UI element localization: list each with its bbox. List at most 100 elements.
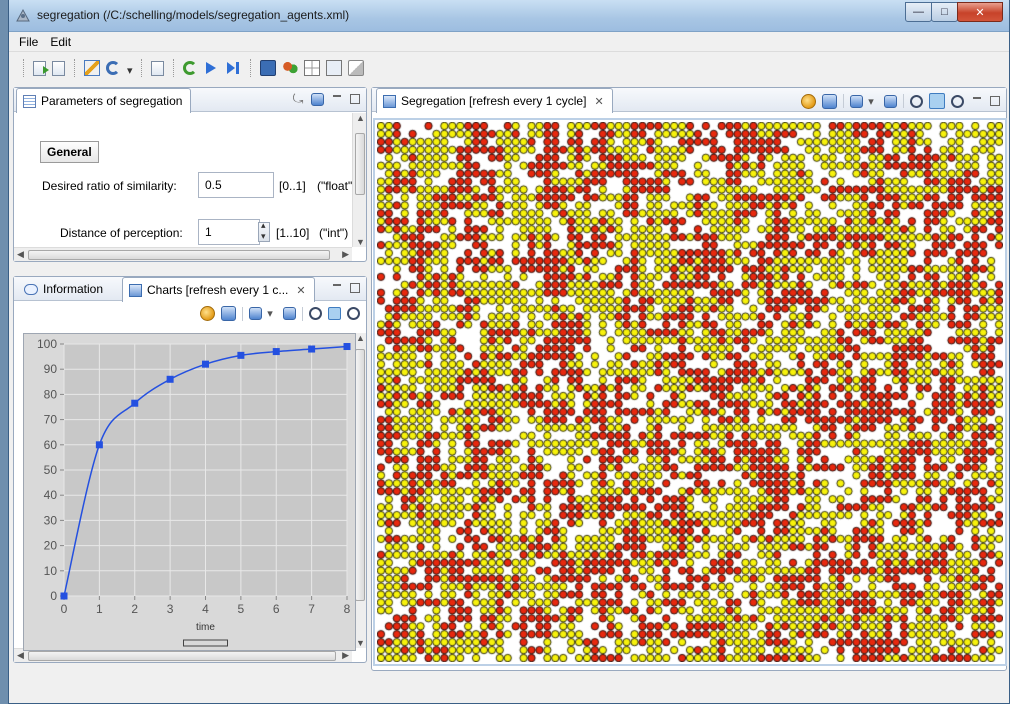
parameters-vertical-scrollbar[interactable]: ▲ ▼ <box>352 113 366 247</box>
menu-file[interactable]: File <box>19 34 39 49</box>
close-button[interactable]: ✕ <box>957 2 1003 22</box>
agents-icon[interactable] <box>282 60 298 76</box>
pause-refresh-icon[interactable] <box>200 306 215 321</box>
x-tick-label: 4 <box>202 602 209 616</box>
snapshot-icon[interactable] <box>326 60 342 76</box>
layers-icon[interactable] <box>249 307 262 320</box>
main-toolbar <box>9 53 1009 83</box>
chevron-down-icon[interactable]: ▾ <box>868 95 874 108</box>
x-tick-label: 1 <box>96 602 103 616</box>
menu-bar: File Edit <box>9 32 1009 52</box>
tab-parameters[interactable]: Parameters of segregation <box>16 88 192 113</box>
sync-icon[interactable] <box>221 306 236 321</box>
close-tab-icon[interactable]: ✕ <box>296 284 306 297</box>
agent-grid-display[interactable] <box>373 118 1007 666</box>
chart-canvas[interactable]: 0 10 20 30 40 50 60 70 80 90 100 0 1 2 3 4 5 6 7 8 time <box>23 333 356 651</box>
minimize-button[interactable]: — <box>905 2 932 22</box>
navigate-icon[interactable] <box>106 61 133 77</box>
brush-icon[interactable] <box>348 60 364 76</box>
scroll-thumb[interactable] <box>28 250 330 260</box>
scroll-right-icon[interactable]: ▶ <box>342 249 349 259</box>
step-icon[interactable] <box>225 60 241 76</box>
zoom-out-icon[interactable] <box>309 307 322 320</box>
scroll-thumb[interactable] <box>28 651 336 661</box>
y-tick-label: 70 <box>44 413 58 427</box>
zoom-fit-icon[interactable] <box>929 93 945 109</box>
minimize-view-icon[interactable] <box>970 94 984 108</box>
restart-icon[interactable] <box>183 61 197 75</box>
y-tick-label: 80 <box>44 387 58 401</box>
load-icon[interactable] <box>33 60 49 76</box>
tab-information-label: Information <box>43 282 104 296</box>
x-tick-label: 0 <box>61 602 68 616</box>
maximize-view-icon[interactable] <box>990 96 1000 106</box>
parameters-horizontal-scrollbar[interactable]: ◀ ▶ <box>14 247 352 261</box>
add-icon[interactable] <box>311 92 324 106</box>
distance-spinner[interactable] <box>258 220 270 242</box>
scroll-up-icon[interactable]: ▲ <box>356 113 365 123</box>
parameters-view-actions: ⤿ <box>285 91 360 106</box>
y-tick-label: 0 <box>50 589 57 603</box>
revert-icon[interactable]: ⤿ <box>292 91 304 106</box>
param-label-distance: Distance of perception: <box>60 226 183 240</box>
scroll-up-icon[interactable]: ▲ <box>356 333 365 343</box>
y-tick-label: 100 <box>37 337 57 351</box>
zoom-out-icon[interactable] <box>910 94 923 108</box>
y-tick-label: 20 <box>44 539 58 553</box>
scroll-left-icon[interactable]: ◀ <box>17 650 24 660</box>
inspect-icon[interactable] <box>151 60 164 76</box>
maximize-view-icon[interactable] <box>350 283 360 293</box>
scroll-thumb[interactable] <box>355 133 365 195</box>
similarity-input[interactable] <box>198 172 274 198</box>
tab-information[interactable]: Information <box>18 277 111 301</box>
edit-icon[interactable] <box>84 60 100 76</box>
y-tick-label: 50 <box>44 463 58 477</box>
pause-refresh-icon[interactable] <box>801 93 816 109</box>
toolbar-separator <box>250 59 251 77</box>
snapshot-icon[interactable] <box>283 307 296 320</box>
zoom-in-icon[interactable] <box>347 307 360 320</box>
sync-icon[interactable] <box>822 93 837 109</box>
tab-charts[interactable]: Charts [refresh every 1 c... ✕ <box>122 277 315 302</box>
y-tick-label: 90 <box>44 362 58 376</box>
param-label-similarity: Desired ratio of similarity: <box>42 179 177 193</box>
maximize-button[interactable]: □ <box>931 2 958 22</box>
layers-icon[interactable] <box>850 94 863 108</box>
y-tick-label: 10 <box>44 564 58 578</box>
menu-edit[interactable]: Edit <box>50 34 72 49</box>
information-icon <box>24 283 38 295</box>
scroll-down-icon[interactable]: ▼ <box>356 638 365 648</box>
data-point <box>202 360 209 368</box>
gama-app-icon <box>16 8 30 22</box>
parameters-view: Parameters of segregation ⤿ General Desi… <box>13 87 367 262</box>
param-type-similarity: ("float" <box>317 179 352 193</box>
distance-input[interactable] <box>198 219 260 245</box>
monitor-icon[interactable] <box>260 60 276 76</box>
chevron-down-icon[interactable]: ▾ <box>267 308 273 320</box>
zoom-fit-icon[interactable] <box>328 307 341 320</box>
x-tick-label: 6 <box>273 602 280 616</box>
tab-segregation-display[interactable]: Segregation [refresh every 1 cycle] ✕ <box>376 88 613 113</box>
play-icon[interactable] <box>203 60 219 76</box>
minimize-view-icon[interactable] <box>330 281 344 295</box>
section-general[interactable]: General <box>40 141 99 163</box>
minimize-view-icon[interactable] <box>330 92 344 106</box>
parameters-body: General Desired ratio of similarity: [0.… <box>14 113 352 247</box>
title-bar[interactable]: segregation (/C:/schelling/models/segreg… <box>9 0 1009 32</box>
scroll-left-icon[interactable]: ◀ <box>17 249 24 259</box>
parameters-icon <box>23 94 36 108</box>
agent-grid-canvas[interactable] <box>377 122 1003 662</box>
scroll-right-icon[interactable]: ▶ <box>342 650 349 660</box>
scroll-down-icon[interactable]: ▼ <box>356 237 365 247</box>
grid-icon[interactable] <box>304 60 320 76</box>
data-point <box>343 343 351 351</box>
snapshot-icon[interactable] <box>884 94 897 108</box>
charts-view-header: Information Charts [refresh every 1 c...… <box>14 277 366 302</box>
display-view-actions: ▾ <box>795 93 1000 109</box>
zoom-in-icon[interactable] <box>951 94 964 108</box>
chart-view-icon <box>129 283 142 297</box>
close-tab-icon[interactable]: ✕ <box>594 95 604 108</box>
maximize-view-icon[interactable] <box>350 94 360 104</box>
toolbar-separator <box>23 59 24 77</box>
reload-model-icon[interactable] <box>52 60 65 76</box>
